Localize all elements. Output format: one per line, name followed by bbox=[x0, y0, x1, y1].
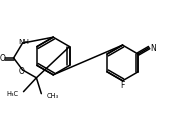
Text: CH₃: CH₃ bbox=[46, 92, 58, 98]
Text: H₃C: H₃C bbox=[6, 90, 19, 96]
Text: F: F bbox=[120, 81, 125, 89]
Text: NH: NH bbox=[18, 39, 29, 45]
Text: O: O bbox=[0, 54, 6, 63]
Text: N: N bbox=[150, 44, 156, 53]
Text: O: O bbox=[19, 67, 24, 76]
